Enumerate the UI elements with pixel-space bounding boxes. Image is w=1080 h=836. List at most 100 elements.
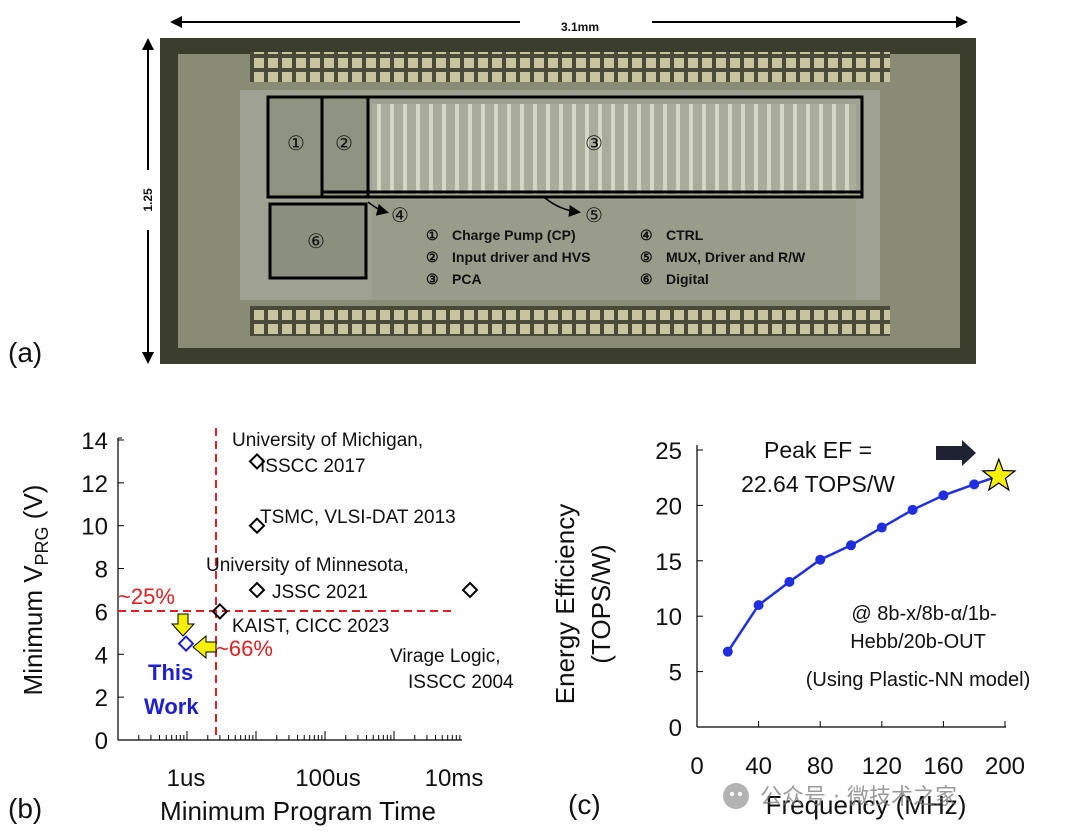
chart-b-x-minor-ticks <box>117 731 461 740</box>
chart-b-ylabel-main: Minimum V <box>18 565 48 696</box>
peak-label-line2: 22.64 TOPS/W <box>741 471 895 497</box>
legend-6-id: ⑥ <box>640 271 653 287</box>
label-this-work-line1: This <box>148 660 193 685</box>
peak-label-line1: Peak EF = <box>764 437 872 463</box>
chart-b-ylabel: Minimum VPRG (V) <box>18 485 52 696</box>
label-michigan-line2: ISSCC 2017 <box>260 456 366 477</box>
peak-arrow-icon <box>936 440 976 466</box>
chart-c-points <box>722 479 980 657</box>
block-digital <box>268 202 368 280</box>
chart-b-point-1 <box>248 517 266 535</box>
legend-4-id: ④ <box>640 227 653 243</box>
label-virage-line2: ISSCC 2004 <box>408 672 514 693</box>
legend-6-name: Digital <box>666 271 709 287</box>
block-4-id: ④ <box>391 205 409 227</box>
chart-c-point-6 <box>907 504 918 515</box>
chart-b-xtick-100us: 100us <box>295 765 360 792</box>
height-dim-top-head <box>142 38 154 50</box>
chart-b-point-4 <box>461 581 479 599</box>
left-arrow-icon <box>192 634 217 660</box>
chart-b-ytick-label: 0 <box>95 728 108 755</box>
legend-2-name: Input driver and HVS <box>452 249 590 265</box>
legend-5-id: ⑤ <box>640 249 653 265</box>
panel-b-label: (b) <box>8 793 42 824</box>
block-legend: ① Charge Pump (CP) ② Input driver and HV… <box>426 227 806 287</box>
legend-2-id: ② <box>426 249 439 265</box>
chart-b-points <box>177 452 479 652</box>
chart-c-xtick-label: 200 <box>985 753 1025 780</box>
chart-b-ytick-label: 2 <box>95 685 108 712</box>
chart-b-point-3 <box>211 603 229 620</box>
block-cp-hvs <box>266 95 370 199</box>
height-dim-bottom-head <box>142 352 154 364</box>
legend-1-name: Charge Pump (CP) <box>452 227 576 243</box>
chart-c-point-1 <box>753 600 764 611</box>
chart-c-xtick-label: 160 <box>923 753 963 780</box>
chart-c-point-0 <box>722 646 733 657</box>
pca-array <box>372 104 856 194</box>
chart-c-xtick-label: 0 <box>690 753 703 780</box>
chart-b-xlabel: Minimum Program Time <box>160 796 436 826</box>
width-dim-left-head <box>170 16 182 28</box>
chart-c-xtick-label: 80 <box>807 753 834 780</box>
bottom-pad-row <box>250 306 890 336</box>
chart-c-ytick-label: 0 <box>669 715 682 742</box>
watermark-text: 公众号 · 微技术之家 <box>760 785 957 810</box>
legend-4-name: CTRL <box>666 227 704 243</box>
chart-b-ytick-label: 14 <box>81 428 108 455</box>
chart-c-xlabel: Frequency (MHz) <box>766 790 967 820</box>
peak-star-icon <box>981 457 1017 492</box>
chart-c-point-8 <box>969 479 980 490</box>
panel-a-label: (a) <box>8 337 42 368</box>
annotation-66pct: ~66% <box>216 636 273 661</box>
chart-b-ytick-label: 12 <box>81 471 108 498</box>
down-arrow-icon <box>170 613 196 637</box>
label-minnesota-line2: JSSC 2021 <box>272 582 368 603</box>
watermark: 公众号 · 微技术之家 <box>723 783 957 810</box>
die-width-label: 3.1mm <box>561 20 599 34</box>
chart-c-ylabel-line1: Energy Efficiency <box>550 504 580 704</box>
chart-b-y-ticks: 0 2 4 6 8 10 12 14 <box>81 428 124 755</box>
chart-c-point-2 <box>784 576 795 587</box>
chart-c-ytick-label: 10 <box>655 604 682 631</box>
block-1-id: ① <box>287 133 305 155</box>
chart-b-ytick-label: 6 <box>95 599 108 626</box>
chart-b-point-5 <box>177 635 195 652</box>
die-photo-panel: ① ② ③ ⑥ ④ ⑤ ① Charge Pump (CP) ② Input d… <box>8 16 976 368</box>
chart-b: 0 2 4 6 8 10 12 14 University of Michigan, ISSC… <box>8 428 514 826</box>
chart-b-xtick-1us: 1us <box>167 765 206 792</box>
chart-c-point-7 <box>938 490 949 501</box>
ctrl-arrow <box>367 201 389 216</box>
chart-b-xtick-10ms: 10ms <box>425 765 484 792</box>
chart-c-ytick-label: 25 <box>655 438 682 465</box>
chart-b-point-0 <box>248 452 266 470</box>
block-3-id: ③ <box>585 133 603 155</box>
annotation-25pct: ~25% <box>118 584 175 609</box>
panel-c-label: (c) <box>568 789 601 820</box>
chart-c: 0 5 10 15 20 25 0 40 80 120 160 200 Peak EF = 22.64… <box>550 437 1030 820</box>
chart-c-series-line <box>726 474 1000 653</box>
chart-b-ytick-label: 8 <box>95 557 108 584</box>
chart-b-ytick-label: 10 <box>81 514 108 541</box>
label-minnesota-line1: University of Minnesota, <box>206 555 409 576</box>
block-5-id: ⑤ <box>585 205 603 227</box>
die-height-label: 1.25 <box>141 188 155 212</box>
legend-3-id: ③ <box>426 271 439 287</box>
top-pad-row <box>250 52 890 82</box>
chart-c-ytick-label: 20 <box>655 493 682 520</box>
chart-c-ytick-label: 15 <box>655 549 682 576</box>
label-this-work-line2: Work <box>144 694 199 719</box>
legend-3-name: PCA <box>452 271 482 287</box>
chart-b-ylabel-sub: PRG <box>32 526 52 565</box>
chart-c-xtick-label: 40 <box>745 753 772 780</box>
chart-b-ylabel-unit: (V) <box>18 485 48 527</box>
chart-c-ylabel-line2: (TOPS/W) <box>586 544 616 663</box>
block-2-id: ② <box>335 133 353 155</box>
width-dim-right-head <box>956 16 968 28</box>
label-virage-line1: Virage Logic, <box>390 646 501 667</box>
wechat-icon <box>723 783 749 809</box>
block-pca-outline <box>320 95 864 199</box>
chart-c-xtick-label: 120 <box>862 753 902 780</box>
condition-line2: Hebb/20b-OUT <box>850 631 986 653</box>
legend-1-id: ① <box>426 227 439 243</box>
